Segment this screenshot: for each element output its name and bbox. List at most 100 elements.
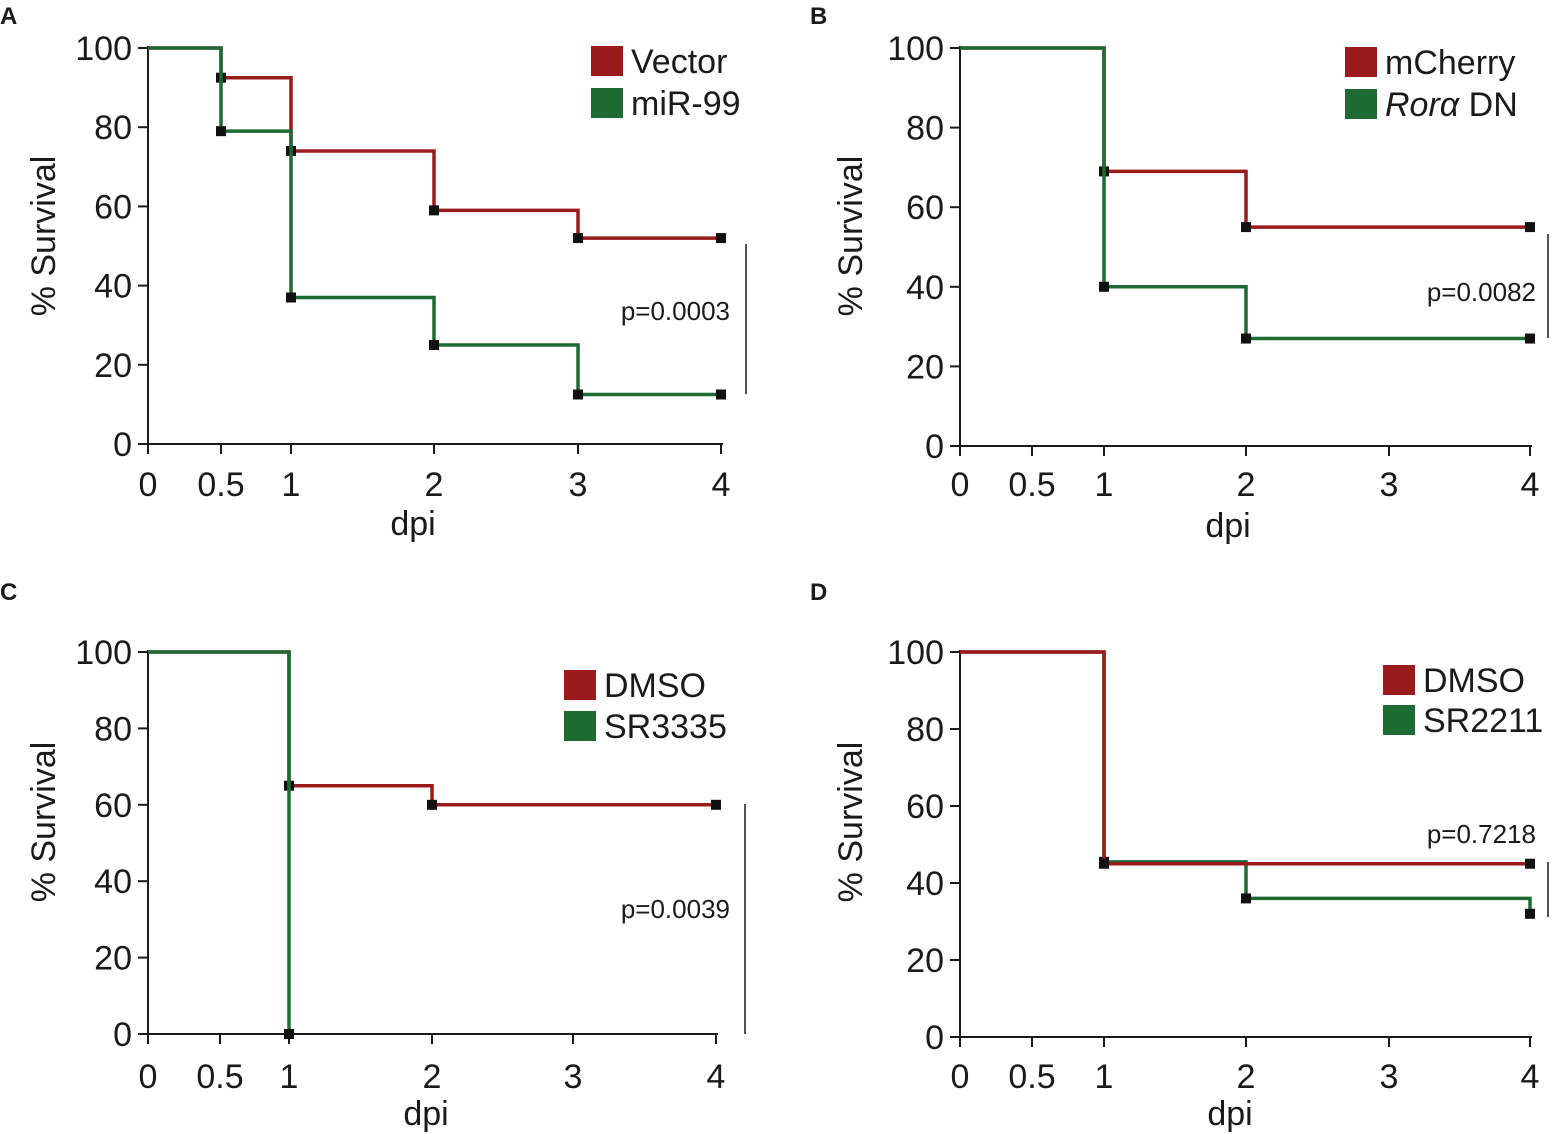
data-point [286,292,296,303]
x-axis-title: dpi [390,505,435,543]
data-point [1525,908,1535,919]
legend-item: mCherry [1345,44,1515,82]
data-point [429,340,439,350]
panel-c: C 0 20 40 60 80 100 0 0.5 1 2 3 4 dpi % Survival DMSOSR… [0,579,746,1133]
series-mir-99 [148,46,726,400]
legend-item: Rorα DN [1345,86,1518,124]
p-value: p=0.0003 [621,296,730,326]
legend-item: Vector [591,43,727,81]
x-tick-label: 1 [282,466,301,504]
legend-label: mCherry [1385,44,1515,82]
y-tick-label: 20 [906,348,944,386]
x-tick-label: 3 [1380,466,1399,504]
x-tick-label: 0.5 [1008,466,1055,504]
legend-swatch [591,46,623,76]
y-tick-label: 100 [75,30,132,68]
data-point [573,233,583,244]
y-tick-label: 80 [906,110,944,148]
x-tick-label: 0 [951,1058,970,1096]
axes [950,46,1532,456]
y-tick-label: 40 [906,269,944,307]
x-tick-label: 1 [1095,466,1114,504]
x-axis-title: dpi [403,1095,448,1133]
p-value: p=0.7218 [1427,819,1536,849]
y-tick-label: 60 [94,787,132,825]
x-tick-label: 0.5 [197,466,244,504]
x-axis-title: dpi [1207,1095,1252,1133]
x-tick-label: 2 [425,466,444,504]
x-tick-label: 2 [423,1058,442,1096]
x-tick-label: 1 [280,1058,299,1096]
legend-label-main: miR-99 [631,85,741,123]
y-tick-label: 40 [906,865,944,903]
x-tick-label: 0 [139,466,158,504]
y-axis-title: % Survival [25,742,63,903]
legend-swatch [1345,89,1377,119]
legend-item: SR3335 [564,708,727,746]
legend-item: DMSO [1383,662,1525,700]
series-ror-dn [960,46,1535,344]
x-tick-label: 3 [564,1058,583,1096]
x-tick-label: 0.5 [196,1058,243,1096]
data-point [716,233,726,244]
legend-label: Vector [631,43,727,81]
y-tick-label: 100 [75,634,132,672]
y-tick-label: 80 [94,109,132,147]
data-point [1525,333,1535,344]
panel-letter: B [810,3,827,30]
y-tick-label: 0 [113,426,132,464]
y-tick-label: 60 [94,188,132,226]
p-value: p=0.0082 [1427,277,1536,307]
y-tick-label: 100 [887,634,944,672]
y-tick-label: 0 [113,1016,132,1054]
legend-label-main: mCherry [1385,44,1515,82]
legend-label: SR3335 [604,708,727,746]
y-axis-title: % Survival [25,156,63,317]
legend-label-main: SR2211 [1423,702,1543,740]
legend-label-main: Rorα [1385,86,1461,124]
legend-label-main: Vector [631,43,727,81]
legend-label: DMSO [604,667,706,705]
x-tick-label: 2 [1237,466,1256,504]
legend-swatch [1383,705,1415,735]
y-tick-label: 80 [906,711,944,749]
data-point [1099,281,1109,292]
series-line [960,650,1530,866]
data-point [429,205,439,216]
y-tick-label: 100 [887,30,944,68]
data-point [1525,858,1535,869]
legend-label: miR-99 [631,85,741,123]
y-tick-label: 0 [925,1019,944,1057]
x-tick-label: 2 [1237,1058,1256,1096]
x-tick-label: 4 [712,466,731,504]
data-point [427,799,437,810]
x-tick-label: 3 [1380,1058,1399,1096]
y-tick-label: 60 [906,788,944,826]
data-point [711,799,721,810]
x-axis-title: dpi [1205,507,1250,545]
y-axis-title: % Survival [832,156,870,317]
panel-letter: A [0,3,17,30]
panel-d: D 0 20 40 60 80 100 0 0.5 1 2 3 4 dpi % Survival DMSOSR… [810,579,1549,1133]
legend-item: DMSO [564,667,706,705]
legend-item: miR-99 [591,85,741,123]
legend-swatch [591,88,623,118]
y-tick-label: 20 [906,942,944,980]
series-dmso [960,650,1535,869]
x-tick-label: 0 [951,466,970,504]
x-tick-label: 4 [1521,466,1540,504]
axes [138,46,723,454]
legend-item: SR2211 [1383,702,1543,740]
panel-b: B 0 20 40 60 80 100 0 0.5 1 2 3 4 dpi % Survival mCherr… [810,3,1549,545]
data-point [1241,222,1251,233]
legend-swatch [1345,47,1377,77]
legend-label-main: SR3335 [604,708,727,746]
legend-label-rest: DN [1459,86,1518,124]
panel-a: A 0 20 40 60 80 100 0 0.5 1 2 3 4 dpi % Survival Vector… [0,3,747,543]
legend-swatch [564,711,596,741]
data-point [1241,333,1251,344]
legend-label-main: DMSO [1423,662,1525,700]
x-tick-label: 4 [1521,1058,1540,1096]
p-value: p=0.0039 [621,894,730,924]
